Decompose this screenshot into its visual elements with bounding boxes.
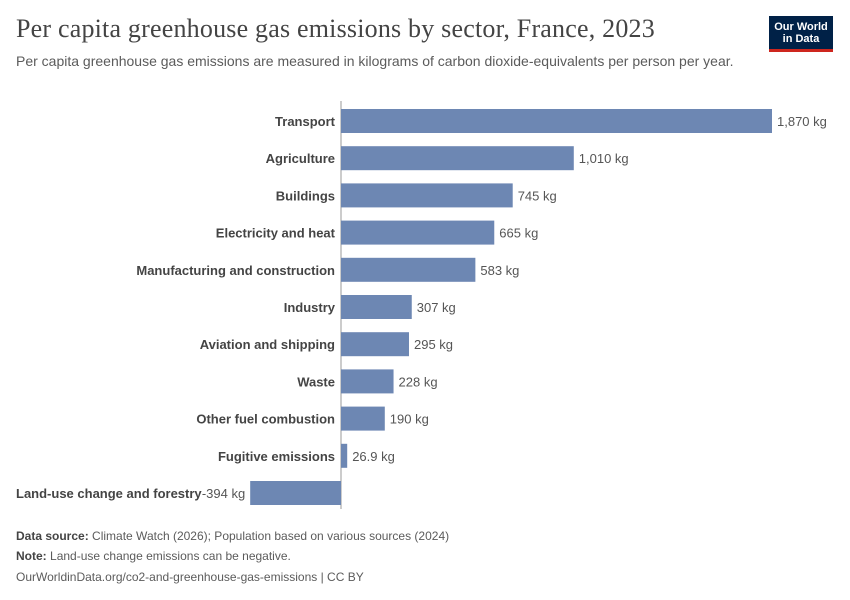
- chart-url[interactable]: OurWorldinData.org/co2-and-greenhouse-ga…: [16, 570, 364, 584]
- note-label: Note:: [16, 549, 47, 563]
- bar-fugitive-emissions[interactable]: [341, 443, 348, 468]
- category-label: Aviation and shipping: [200, 337, 335, 352]
- value-label: 665 kg: [499, 226, 538, 241]
- category-label: Electricity and heat: [216, 226, 336, 241]
- category-label: Waste: [297, 374, 335, 389]
- bar-land-use-change-and-forestry[interactable]: [250, 481, 341, 505]
- category-label: Buildings: [276, 188, 335, 203]
- owid-logo[interactable]: Our World in Data: [769, 16, 833, 52]
- value-label: 583 kg: [480, 263, 519, 278]
- bar-chart: Transport 1,870 kg Agriculture 1,010 kg Buil…: [16, 101, 827, 509]
- logo-line-2: in Data: [782, 33, 820, 45]
- category-label: Land-use change and forestry: [16, 486, 202, 501]
- bar-electricity-and-heat[interactable]: [341, 220, 495, 245]
- value-label: 26.9 kg: [352, 449, 395, 464]
- value-label: 1,010 kg: [579, 151, 629, 166]
- chart-note: Note: Land-use change emissions can be n…: [16, 549, 291, 563]
- bar-buildings[interactable]: [341, 183, 513, 208]
- chart-subtitle: Per capita greenhouse gas emissions are …: [16, 53, 734, 69]
- category-label: Industry: [284, 300, 336, 315]
- value-label: 228 kg: [399, 374, 438, 389]
- value-label: -394 kg: [202, 486, 245, 501]
- bar-other-fuel-combustion[interactable]: [341, 406, 385, 431]
- value-label: 307 kg: [417, 300, 456, 315]
- data-source-label: Data source:: [16, 529, 89, 543]
- bar-industry[interactable]: [341, 295, 412, 319]
- category-label: Transport: [275, 114, 336, 129]
- value-label: 1,870 kg: [777, 114, 827, 129]
- value-label: 190 kg: [390, 412, 429, 427]
- data-source: Data source: Climate Watch (2026); Popul…: [16, 529, 449, 543]
- value-label: 295 kg: [414, 337, 453, 352]
- chart-title: Per capita greenhouse gas emissions by s…: [16, 14, 655, 43]
- bar-transport[interactable]: [341, 109, 772, 133]
- data-source-text[interactable]: Climate Watch (2026); Population based o…: [92, 529, 450, 543]
- bar-waste[interactable]: [341, 369, 394, 394]
- category-label: Manufacturing and construction: [136, 263, 335, 278]
- category-label: Agriculture: [266, 151, 335, 166]
- bar-manufacturing-and-construction[interactable]: [341, 257, 476, 282]
- category-label: Fugitive emissions: [218, 449, 335, 464]
- category-label: Other fuel combustion: [196, 412, 335, 427]
- logo-line-1: Our World: [774, 21, 828, 33]
- value-label: 745 kg: [518, 188, 557, 203]
- bar-aviation-and-shipping[interactable]: [341, 332, 409, 357]
- bar-agriculture[interactable]: [341, 146, 574, 171]
- note-text: Land-use change emissions can be negativ…: [50, 549, 291, 563]
